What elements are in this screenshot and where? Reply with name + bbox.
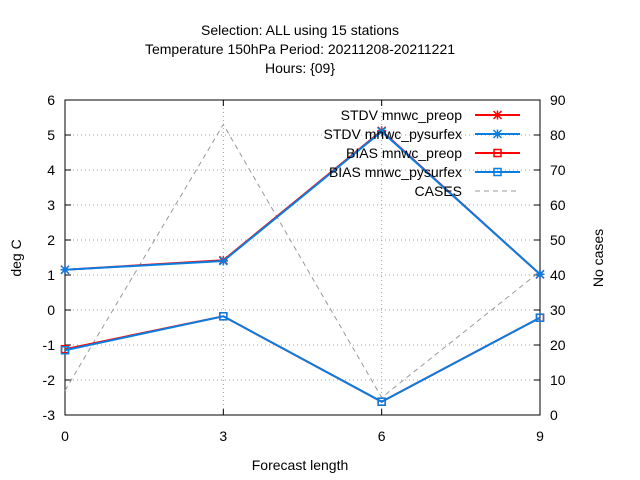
- y2-tick-label: 80: [550, 127, 566, 143]
- data-point: [377, 126, 387, 137]
- y2-tick-label: 30: [550, 302, 566, 318]
- series-bias-mnwc-pysurfex: [60, 312, 545, 406]
- data-point: [492, 129, 503, 139]
- series-line: [64, 129, 541, 276]
- data-point: [493, 148, 502, 158]
- y-tick-label: 4: [47, 162, 55, 178]
- series-stdv-mnwc-pysurfex: [60, 126, 545, 279]
- data-point: [377, 397, 386, 406]
- legend-label: CASES: [415, 183, 462, 199]
- plot-frame: [64, 99, 541, 416]
- y-tick-label: -3: [43, 407, 56, 423]
- data-point: [219, 312, 228, 321]
- data-point: [492, 110, 503, 120]
- grid-lines: [65, 100, 540, 415]
- legend-label: BIAS mnwc_preop: [346, 145, 462, 161]
- y2-tick-label: 50: [550, 232, 566, 248]
- title-line: Temperature 150hPa Period: 20211208-2021…: [145, 41, 455, 57]
- series-cases: [64, 123, 541, 399]
- y2-tick-label: 0: [550, 407, 558, 423]
- data-point: [493, 167, 502, 177]
- y-tick-label: 6: [47, 92, 55, 108]
- legend-label: STDV mnwc_preop: [341, 107, 463, 123]
- legend-label: STDV mnwc_pysurfex: [324, 126, 462, 142]
- y-tick-label: 5: [47, 127, 55, 143]
- chart-title: Selection: ALL using 15 stations Tempera…: [145, 22, 455, 76]
- y2-tick-label: 20: [550, 337, 566, 353]
- series-line: [64, 130, 541, 276]
- title-line: Selection: ALL using 15 stations: [201, 22, 399, 38]
- y2-axis-label: No cases: [590, 229, 606, 287]
- y-tick-label: -1: [43, 337, 56, 353]
- x-axis-label: Forecast length: [252, 457, 349, 473]
- x-tick-label: 0: [61, 428, 69, 444]
- y-tick-label: -2: [43, 372, 56, 388]
- title-line: Hours: {09}: [265, 60, 335, 76]
- data-point: [535, 269, 545, 279]
- data-point: [60, 346, 70, 355]
- y-tick-label: 0: [47, 302, 55, 318]
- data-point: [60, 265, 70, 275]
- series-stdv-mnwc-preop: [60, 126, 545, 279]
- legend-label: BIAS mnwc_pysurfex: [329, 164, 462, 180]
- x-tick-label: 9: [536, 428, 544, 444]
- y-tick-label: 3: [47, 197, 55, 213]
- x-tick-label: 6: [378, 428, 386, 444]
- y2-tick-label: 10: [550, 372, 566, 388]
- y2-tick-label: 40: [550, 267, 566, 283]
- series-line: [64, 123, 541, 399]
- series-layer: [60, 123, 545, 406]
- data-point: [218, 256, 228, 266]
- y-axis-label: deg C: [8, 239, 24, 276]
- y2-tick-label: 60: [550, 197, 566, 213]
- y-tick-label: 2: [47, 232, 55, 248]
- series-line: [64, 315, 541, 403]
- legend: STDV mnwc_preop STDV mnwc_pysurfex BIAS mn…: [324, 107, 520, 199]
- x-tick-label: 3: [219, 428, 227, 444]
- data-point: [535, 313, 545, 322]
- y2-tick-label: 70: [550, 162, 566, 178]
- y2-tick-label: 90: [550, 92, 566, 108]
- y-tick-label: 1: [47, 267, 55, 283]
